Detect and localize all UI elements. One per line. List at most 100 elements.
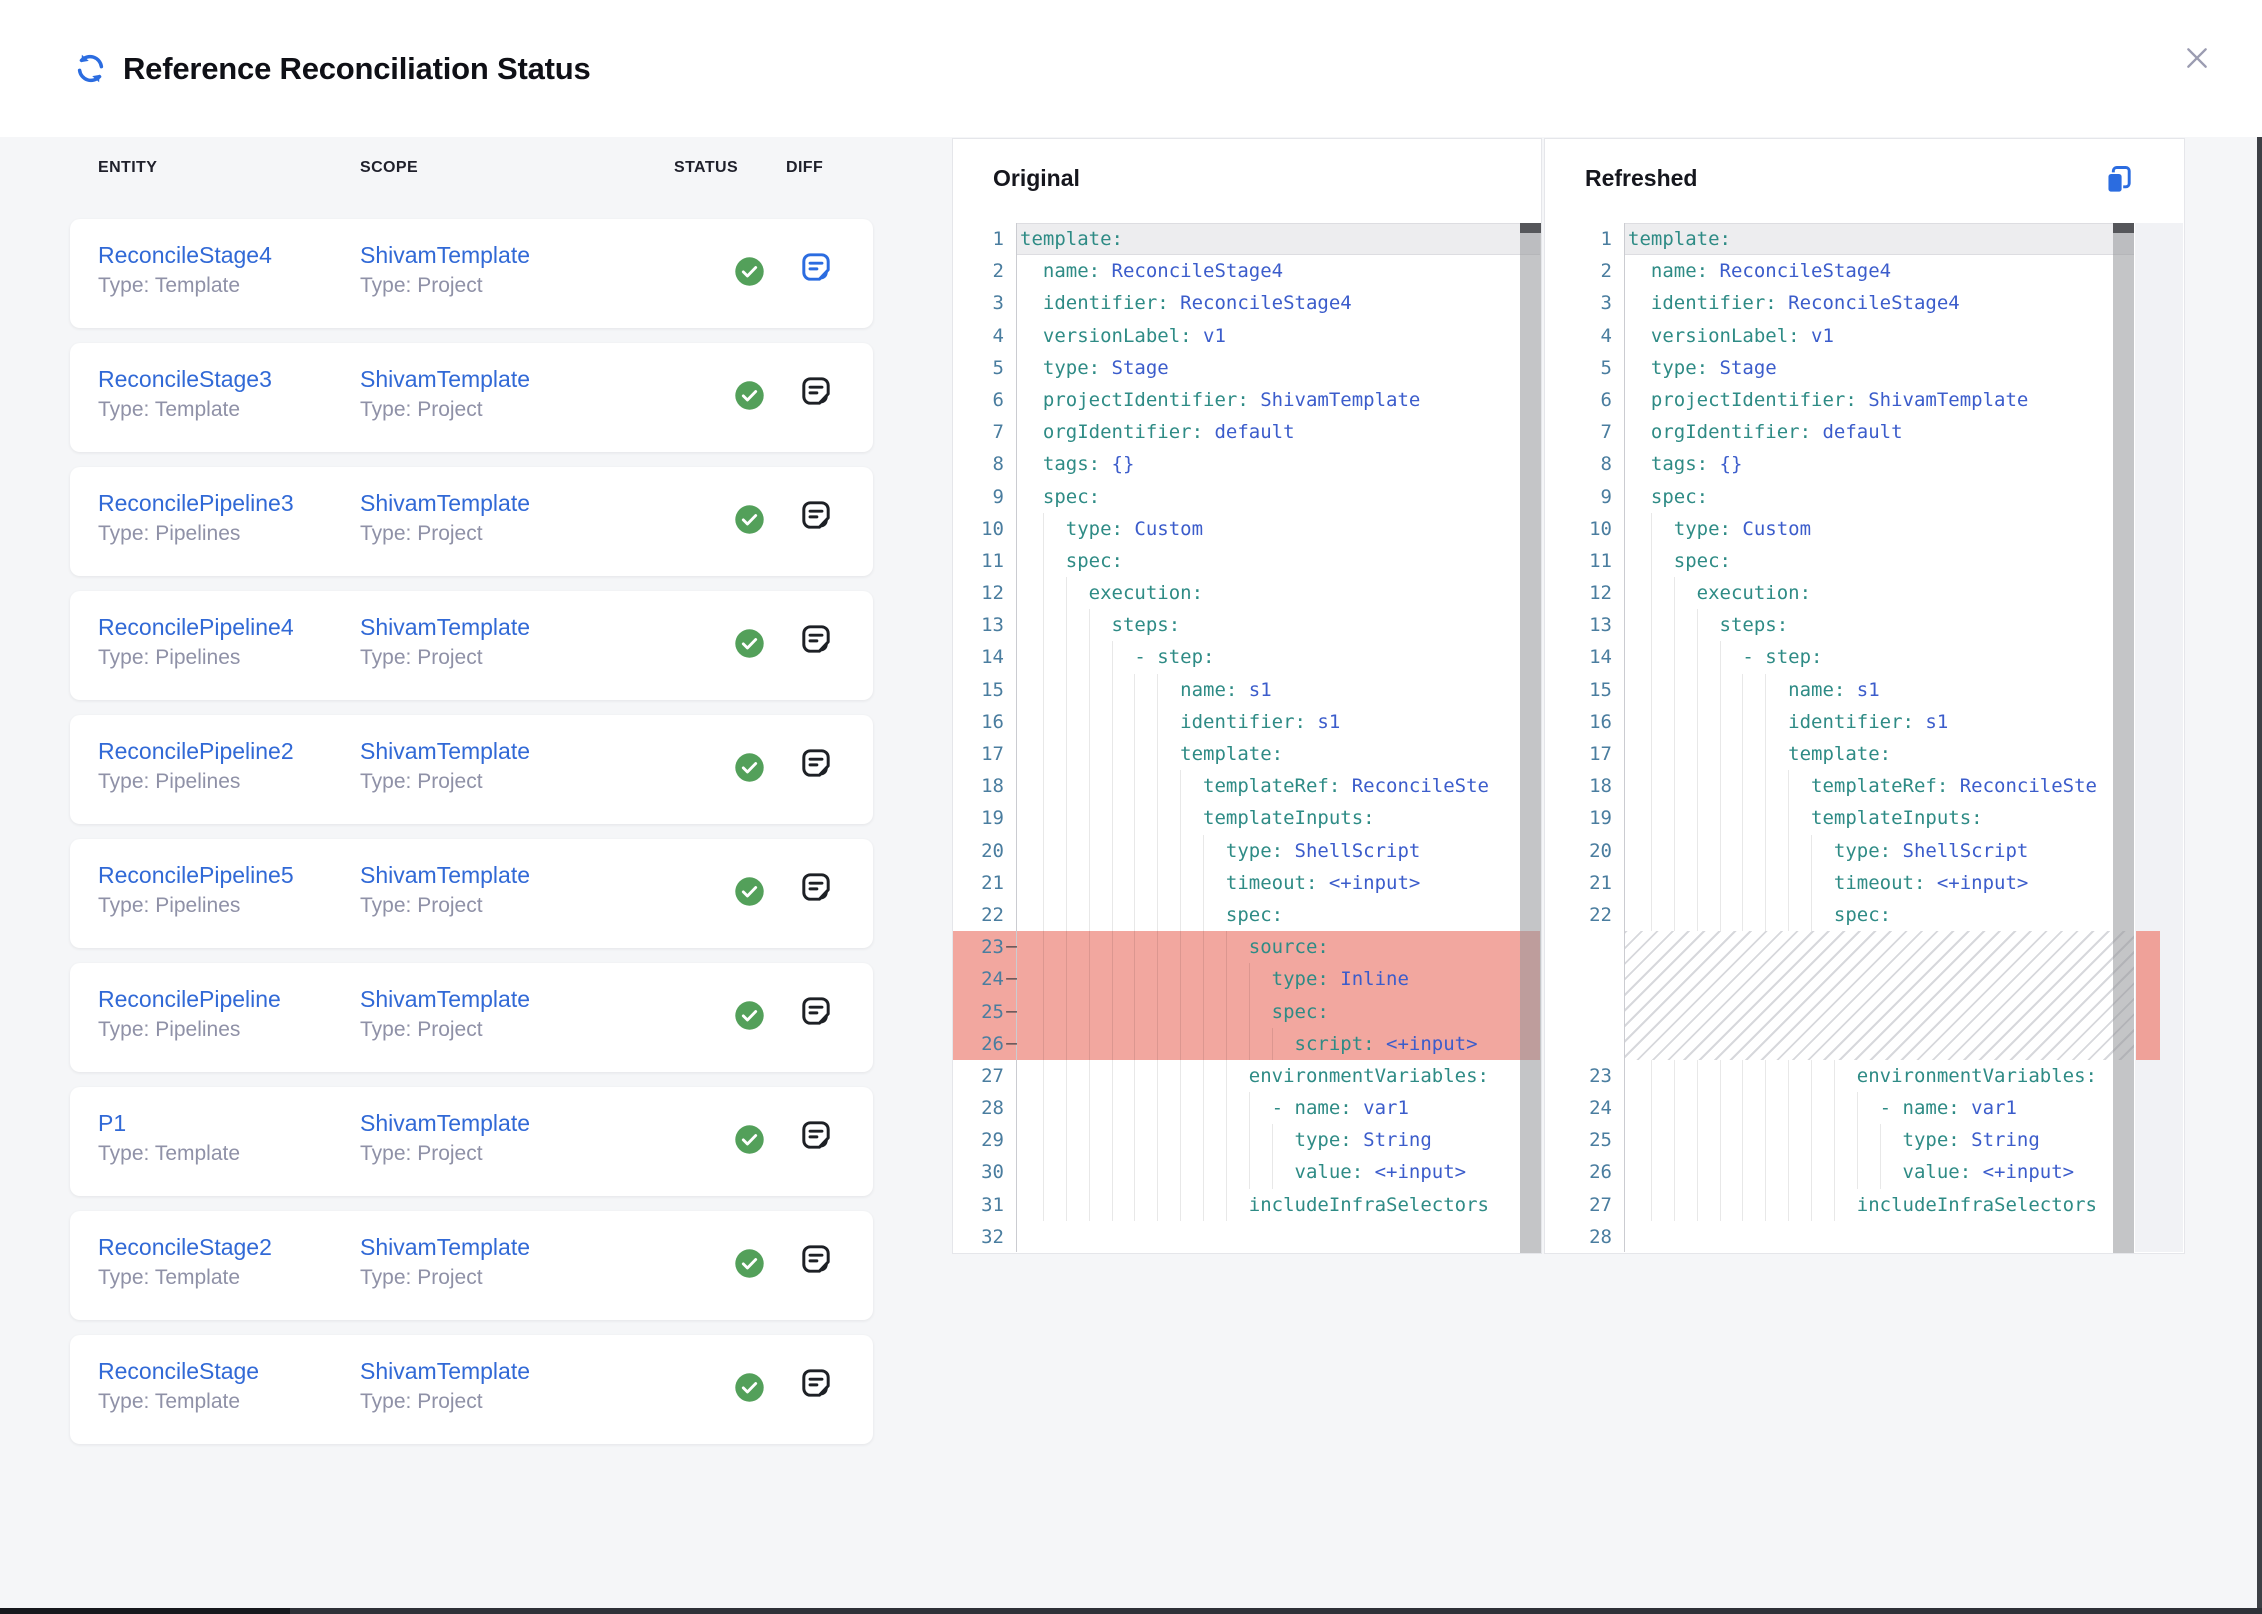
status-success-icon [734,256,765,291]
code-line: 7 orgIdentifier: default [953,416,1540,449]
status-success-icon [734,1124,765,1159]
modal-header: Reference Reconciliation Status [0,0,2262,137]
diff-note-icon[interactable] [799,250,833,284]
entity-link[interactable]: ReconcileStage3 [98,365,272,392]
code-line: 12 execution: [1545,577,2134,610]
code-line: 4 versionLabel: v1 [1545,319,2134,352]
entity-link[interactable]: ReconcileStage2 [98,1233,272,1260]
scope-link[interactable]: ShivamTemplate [360,613,531,640]
scope-link[interactable]: ShivamTemplate [360,737,531,764]
table-row[interactable]: ReconcilePipeline Type: Pipelines ShivamTe… [70,963,873,1072]
refreshed-panel: Refreshed 1 template: 2 name: ReconcileStag… [1544,138,2185,1254]
horizontal-scrollbar-thumb[interactable] [0,1608,290,1614]
code-line: 14- step: [1545,641,2134,674]
horizontal-scrollbar[interactable] [0,1608,2262,1614]
entity-type-label: Type: Template [98,1389,241,1413]
code-line: 18 templateRef: ReconcileSte [953,770,1540,803]
table-row[interactable]: ReconcileStage4 Type: Template ShivamTempl… [70,219,873,328]
removed-line-marker: – [1006,1032,1017,1054]
code-line: 13 steps: [1545,609,2134,642]
code-line: 16 identifier: s1 [1545,705,2134,738]
scope-link[interactable]: ShivamTemplate [360,1109,531,1136]
copy-icon[interactable] [2102,163,2136,197]
code-line: 29 type: String [953,1124,1540,1157]
original-scrollbar-thumb[interactable] [1520,223,1541,1253]
code-line: 10 type: Custom [1545,512,2134,545]
code-line: 5 type: Stage [953,351,1540,384]
diff-note-icon[interactable] [799,746,833,780]
scope-type-label: Type: Project [360,1141,483,1165]
vertical-scrollbar[interactable] [2257,137,2262,1608]
code-line: 24- name: var1 [1545,1092,2134,1125]
scope-link[interactable]: ShivamTemplate [360,1357,531,1384]
code-line: 20 type: ShellScript [1545,834,2134,867]
code-line: 11 spec: [953,544,1540,578]
code-line: 14- step: [953,641,1540,674]
table-row[interactable]: ReconcileStage3 Type: Template ShivamTempl… [70,343,873,452]
diff-note-icon[interactable] [799,994,833,1028]
table-row[interactable]: ReconcilePipeline5 Type: Pipelines ShivamT… [70,839,873,948]
diff-view: Original 1 template: 2 name: ReconcileStage… [952,138,2185,1254]
table-row[interactable]: P1 Type: Template ShivamTemplate Type: Proj… [70,1087,873,1196]
table-row[interactable]: ReconcilePipeline3 Type: Pipelines ShivamT… [70,467,873,576]
entity-type-label: Type: Template [98,273,241,297]
scope-link[interactable]: ShivamTemplate [360,1233,531,1260]
scope-link[interactable]: ShivamTemplate [360,365,531,392]
code-line: 3 identifier: ReconcileStage4 [1545,287,2134,320]
diff-note-icon[interactable] [799,1242,833,1276]
code-line: 9 spec: [1545,480,2134,513]
code-line: 9 spec: [953,480,1540,513]
column-scope: SCOPE [360,159,419,176]
code-line: 6 projectIdentifier: ShivamTemplate [1545,383,2134,417]
diff-note-icon[interactable] [799,374,833,408]
code-line: 21 timeout: <+input> [1545,866,2134,899]
code-line: 30 value: <+input> [953,1156,1540,1189]
code-line: 26 value: <+input> [1545,1156,2134,1189]
code-line: 25 type: String [1545,1124,2134,1157]
code-line: 23 environmentVariables: [1545,1059,2134,1093]
removed-line-marker: – [1006,1000,1017,1022]
column-entity: ENTITY [98,159,158,176]
scope-link[interactable]: ShivamTemplate [360,489,531,516]
column-diff: DIFF [786,159,824,176]
table-row[interactable]: ReconcileStage Type: Template ShivamTempla… [70,1335,873,1444]
code-line: 16 identifier: s1 [953,705,1540,738]
refreshed-scrollbar-thumb[interactable] [2113,223,2134,1253]
entity-link[interactable]: ReconcilePipeline [98,985,281,1012]
code-line: 1 template: [1545,223,2134,256]
entity-link[interactable]: P1 [98,1109,127,1136]
diff-note-icon[interactable] [799,498,833,532]
scope-type-label: Type: Project [360,397,483,421]
entity-link[interactable]: ReconcileStage [98,1357,260,1384]
status-success-icon [734,1248,765,1283]
code-line: 8 tags: {} [1545,448,2134,481]
code-line: 31 includeInfraSelectors [953,1188,1540,1221]
code-line: 19 templateInputs: [1545,802,2134,835]
entity-link[interactable]: ReconcileStage4 [98,241,272,268]
refreshed-panel-header: Refreshed [1545,139,2184,223]
table-row[interactable]: ReconcilePipeline2 Type: Pipelines ShivamT… [70,715,873,824]
code-line: 27 includeInfraSelectors [1545,1188,2134,1221]
table-row[interactable]: ReconcilePipeline4 Type: Pipelines ShivamT… [70,591,873,700]
entity-link[interactable]: ReconcilePipeline4 [98,613,294,640]
code-line: 22 spec: [1545,898,2134,932]
entity-table: ENTITY SCOPE STATUS DIFF ReconcileStage4… [70,150,873,1444]
diff-note-icon[interactable] [799,622,833,656]
diff-note-icon[interactable] [799,870,833,904]
entity-link[interactable]: ReconcilePipeline2 [98,737,294,764]
scope-link[interactable]: ShivamTemplate [360,985,531,1012]
status-success-icon [734,876,765,911]
scope-link[interactable]: ShivamTemplate [360,241,531,268]
table-row[interactable]: ReconcileStage2 Type: Template ShivamTempl… [70,1211,873,1320]
close-button[interactable] [2176,37,2218,79]
code-line: 10 type: Custom [953,512,1540,545]
entity-type-label: Type: Pipelines [98,893,241,917]
diff-note-icon[interactable] [799,1366,833,1400]
scope-link[interactable]: ShivamTemplate [360,861,531,888]
code-line: 1 template: [953,223,1540,256]
code-line: 4 versionLabel: v1 [953,319,1540,352]
diff-note-icon[interactable] [799,1118,833,1152]
status-success-icon [734,628,765,663]
entity-link[interactable]: ReconcilePipeline5 [98,861,294,888]
entity-link[interactable]: ReconcilePipeline3 [98,489,294,516]
